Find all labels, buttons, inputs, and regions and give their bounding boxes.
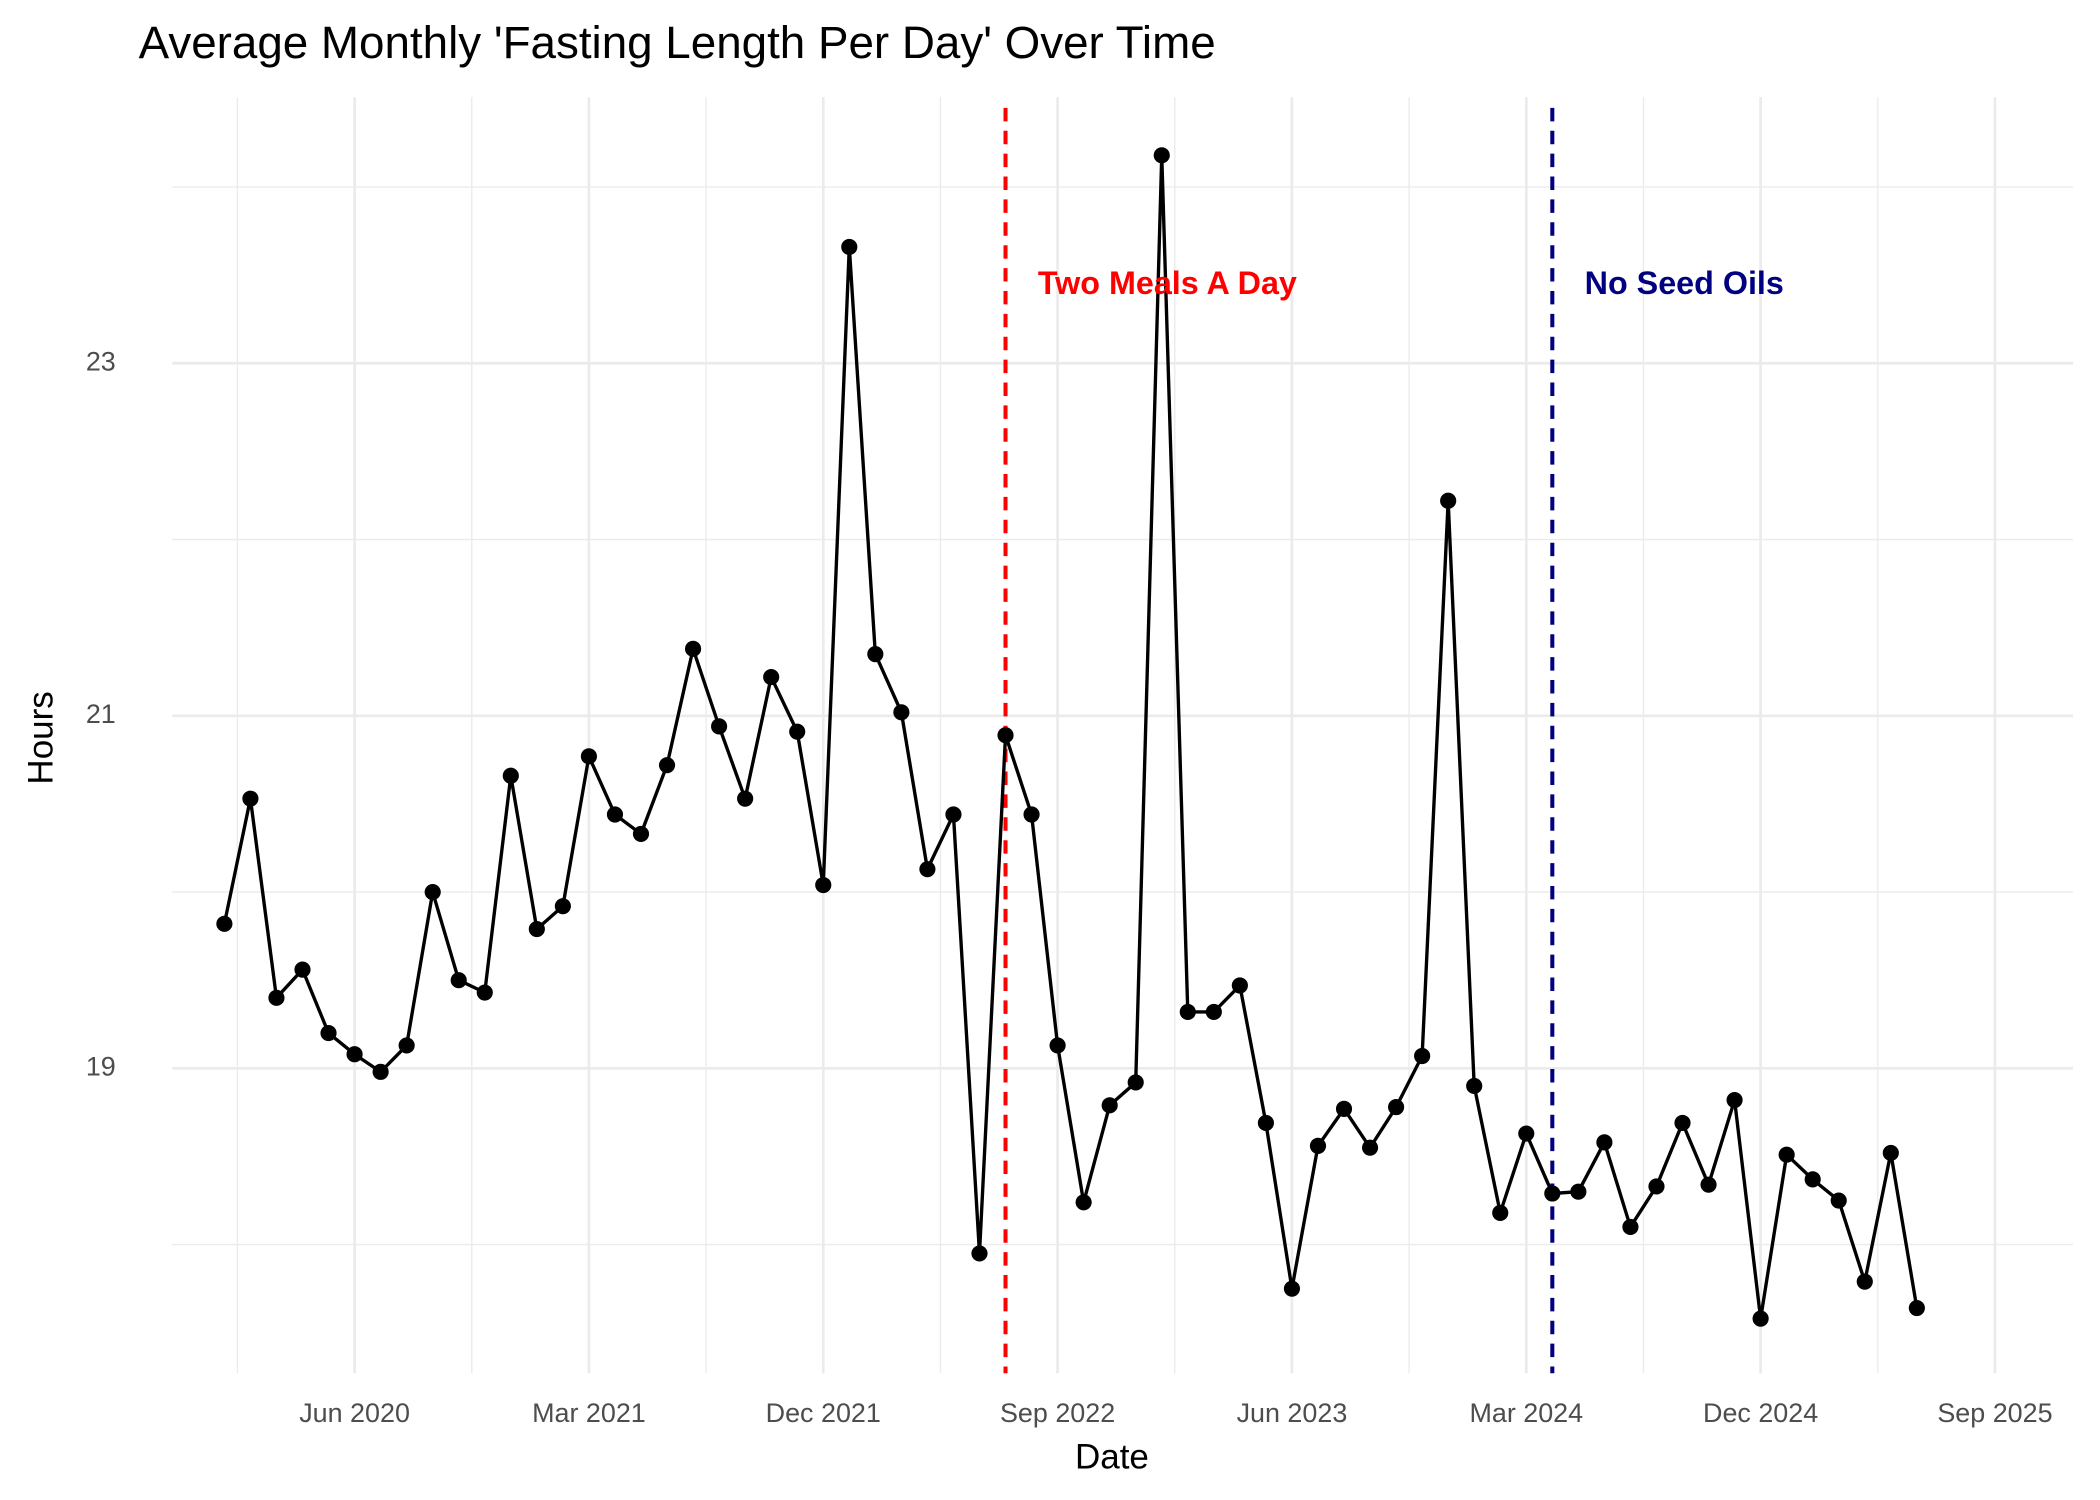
data-point	[1648, 1178, 1665, 1195]
data-point	[242, 790, 259, 807]
data-point	[1674, 1114, 1691, 1132]
annotation-label: Two Meals A Day	[1038, 265, 1297, 301]
y-tick-label: 21	[86, 699, 116, 729]
data-point	[1075, 1194, 1092, 1211]
data-point	[1778, 1146, 1795, 1163]
data-point	[294, 961, 311, 978]
x-tick-label: Dec 2021	[766, 1398, 881, 1428]
data-point	[476, 984, 493, 1001]
data-point	[1830, 1192, 1847, 1209]
data-point	[763, 668, 780, 686]
data-point	[398, 1037, 415, 1054]
data-point	[606, 806, 624, 823]
data-point	[632, 825, 650, 842]
data-point	[1414, 1047, 1431, 1065]
x-tick-label: Jun 2020	[299, 1398, 410, 1428]
data-point	[1908, 1299, 1925, 1317]
data-point	[1882, 1144, 1899, 1162]
data-point	[424, 883, 441, 901]
x-tick-label: Dec 2024	[1703, 1398, 1818, 1428]
data-point	[711, 718, 728, 735]
data-point	[1518, 1125, 1535, 1142]
data-point	[1570, 1183, 1587, 1200]
data-point	[554, 898, 571, 915]
data-point	[1179, 1003, 1196, 1021]
x-tick-label: Mar 2021	[532, 1398, 646, 1428]
data-point	[1856, 1273, 1873, 1290]
data-point	[1700, 1176, 1717, 1193]
data-point	[997, 727, 1014, 744]
data-point	[1388, 1099, 1405, 1116]
data-point	[1804, 1171, 1821, 1188]
data-point	[450, 972, 467, 989]
x-tick-label: Sep 2022	[1000, 1398, 1115, 1428]
data-point	[346, 1046, 363, 1063]
x-tick-label: Jun 2023	[1237, 1398, 1348, 1428]
data-point	[945, 806, 962, 823]
data-point	[1752, 1310, 1769, 1327]
data-point	[867, 646, 884, 663]
data-point	[580, 748, 597, 765]
data-point	[1726, 1091, 1743, 1109]
data-point	[1492, 1204, 1509, 1221]
data-point	[1231, 977, 1248, 994]
data-line	[222, 155, 1919, 1319]
data-point	[1023, 806, 1040, 823]
data-point	[841, 238, 858, 256]
data-point	[216, 915, 233, 932]
y-axis-title: Hours	[21, 691, 60, 784]
data-point	[502, 767, 519, 784]
x-tick-label: Sep 2025	[1937, 1398, 2052, 1428]
data-point	[971, 1245, 988, 1262]
data-point	[1466, 1077, 1483, 1095]
data-point	[1309, 1137, 1327, 1154]
data-point	[1205, 1003, 1222, 1021]
data-point	[1335, 1100, 1353, 1117]
data-point	[1440, 492, 1457, 509]
y-tick-label: 23	[86, 346, 116, 376]
data-point	[658, 757, 676, 774]
data-point	[893, 704, 910, 721]
data-point	[1101, 1097, 1118, 1114]
data-point	[528, 921, 545, 938]
data-point	[919, 861, 936, 878]
data-point	[815, 876, 832, 894]
x-axis-title: Date	[1075, 1438, 1149, 1477]
data-point	[684, 640, 702, 657]
annotation-label: No Seed Oils	[1585, 265, 1784, 301]
x-tick-label: Mar 2024	[1469, 1398, 1583, 1428]
data-point	[1049, 1037, 1066, 1054]
data-point	[1596, 1134, 1613, 1151]
data-point	[1257, 1114, 1274, 1132]
data-point	[789, 723, 806, 740]
grid	[172, 97, 2074, 1374]
data-point	[737, 790, 754, 807]
data-point	[1361, 1139, 1379, 1156]
data-point	[1622, 1218, 1639, 1236]
data-point	[320, 1025, 337, 1042]
data-point	[372, 1063, 389, 1080]
data-point	[1283, 1280, 1301, 1297]
data-point	[268, 989, 285, 1006]
y-tick-label: 19	[86, 1051, 116, 1081]
data-point	[1544, 1185, 1561, 1202]
data-point	[1127, 1074, 1144, 1091]
chart-title: Average Monthly 'Fasting Length Per Day'…	[139, 17, 1216, 68]
data-point	[1153, 147, 1170, 164]
